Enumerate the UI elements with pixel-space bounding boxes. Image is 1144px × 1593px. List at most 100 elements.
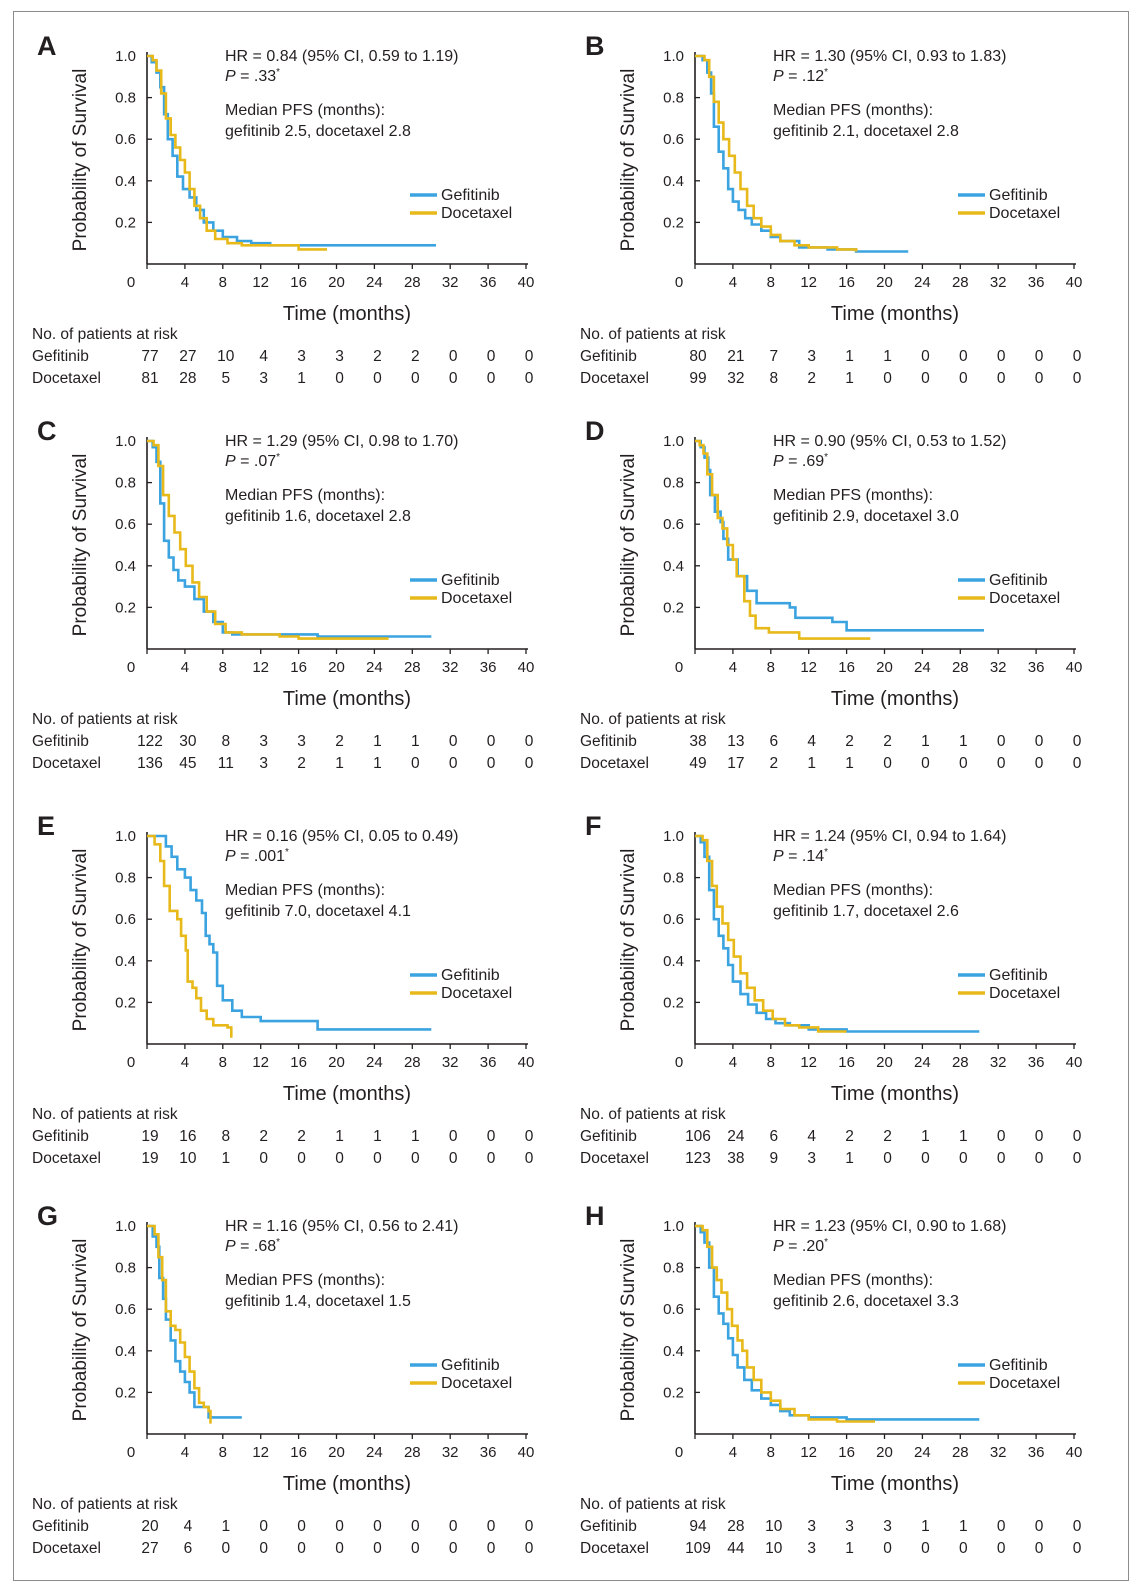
risk-count: 0 [297,1150,306,1167]
risk-count: 1 [373,733,382,750]
y-tick-label: 0.2 [663,1384,684,1401]
y-tick-label: 0.8 [663,1260,684,1277]
risk-count: 0 [525,755,534,772]
risk-count: 0 [335,1518,344,1535]
risk-count: 0 [411,755,420,772]
y-axis-label: Probability of Survival [70,849,91,1032]
risk-row-label: Docetaxel [32,1150,101,1167]
risk-count: 0 [449,1518,458,1535]
risk-count: 0 [1073,755,1082,772]
risk-count: 80 [689,348,707,365]
x-tick-label: 0 [675,659,683,676]
risk-count: 0 [959,370,968,387]
x-tick-label: 20 [876,1444,893,1461]
risk-count: 0 [449,733,458,750]
risk-count: 27 [179,348,196,365]
risk-count: 28 [179,370,196,387]
risk-count: 0 [373,1540,382,1557]
risk-count: 106 [685,1128,711,1145]
risk-count: 21 [727,348,744,365]
risk-row-label: Gefitinib [32,733,89,750]
y-tick-label: 1.0 [115,1218,136,1235]
risk-count: 1 [807,755,816,772]
x-tick-label: 16 [290,274,307,291]
y-tick-label: 0.4 [115,173,136,190]
x-tick-label: 32 [990,1444,1007,1461]
risk-count: 0 [259,1518,268,1535]
risk-count: 2 [297,1128,306,1145]
x-tick-label: 32 [990,659,1007,676]
hazard-ratio-text: HR = 0.84 (95% CI, 0.59 to 1.19) [225,48,458,65]
x-tick-label: 0 [127,659,135,676]
x-tick-label: 32 [442,1444,459,1461]
legend-label-gefitinib: Gefitinib [989,1357,1048,1374]
risk-count: 2 [883,733,892,750]
panel-label: B [585,31,605,61]
risk-count: 0 [449,348,458,365]
x-tick-label: 28 [404,1054,421,1071]
legend-label-gefitinib: Gefitinib [989,967,1048,984]
risk-row-label: Gefitinib [32,348,89,365]
median-pfs-title: Median PFS (months): [773,102,933,119]
y-tick-label: 0.6 [115,911,136,928]
risk-count: 0 [997,755,1006,772]
risk-count: 10 [765,1540,783,1557]
risk-count: 0 [997,1150,1006,1167]
legend-label-gefitinib: Gefitinib [441,967,500,984]
risk-count: 0 [959,1540,968,1557]
risk-count: 1 [845,348,854,365]
risk-count: 1 [411,733,420,750]
x-tick-label: 40 [1066,659,1083,676]
survival-curve-gefitinib [695,834,980,1033]
risk-count: 0 [411,1518,420,1535]
risk-row-label: Docetaxel [580,755,649,772]
y-axis-label: Probability of Survival [618,454,639,637]
panel-label: G [37,1201,58,1231]
risk-count: 3 [259,755,268,772]
risk-count: 1 [335,755,344,772]
risk-count: 0 [997,348,1006,365]
risk-count: 20 [141,1518,159,1535]
x-tick-label: 8 [767,1444,775,1461]
risk-count: 0 [1073,1128,1082,1145]
risk-count: 1 [221,1518,230,1535]
risk-count: 0 [373,370,382,387]
risk-row-label: Docetaxel [32,1540,101,1557]
x-tick-label: 36 [1028,659,1045,676]
panel-d: D Probability of Survival 1.0 0.8 0.6 0.4 0.2 0… [580,416,1082,772]
median-pfs-title: Median PFS (months): [225,1272,385,1289]
x-tick-label: 12 [252,1444,269,1461]
median-pfs-values: gefitinib 1.4, docetaxel 1.5 [225,1293,411,1310]
risk-count: 3 [335,348,344,365]
x-tick-label: 12 [800,659,817,676]
x-tick-label: 36 [480,659,497,676]
risk-count: 6 [769,1128,778,1145]
x-tick-label: 40 [1066,1444,1083,1461]
survival-curve-docetaxel [695,834,847,1033]
risk-count: 1 [373,755,382,772]
risk-count: 49 [689,755,706,772]
risk-count: 0 [525,1128,534,1145]
risk-table-title: No. of patients at risk [580,1106,726,1123]
risk-count: 99 [689,370,706,387]
risk-count: 0 [997,733,1006,750]
risk-count: 136 [137,755,163,772]
risk-count: 0 [297,1518,306,1535]
risk-count: 1 [373,1128,382,1145]
risk-count: 0 [997,370,1006,387]
y-tick-label: 0.4 [663,953,684,970]
survival-curve-gefitinib [147,439,432,638]
risk-count: 38 [689,733,706,750]
risk-count: 3 [297,348,306,365]
risk-count: 1 [845,370,854,387]
risk-count: 4 [184,1518,193,1535]
median-pfs-title: Median PFS (months): [773,487,933,504]
risk-count: 2 [769,755,778,772]
risk-count: 4 [807,733,816,750]
survival-curve-docetaxel [695,1224,875,1423]
x-tick-label: 28 [404,274,421,291]
risk-table-title: No. of patients at risk [580,711,726,728]
risk-count: 3 [845,1518,854,1535]
hazard-ratio-text: HR = 1.16 (95% CI, 0.56 to 2.41) [225,1218,458,1235]
x-tick-label: 24 [366,1054,383,1071]
